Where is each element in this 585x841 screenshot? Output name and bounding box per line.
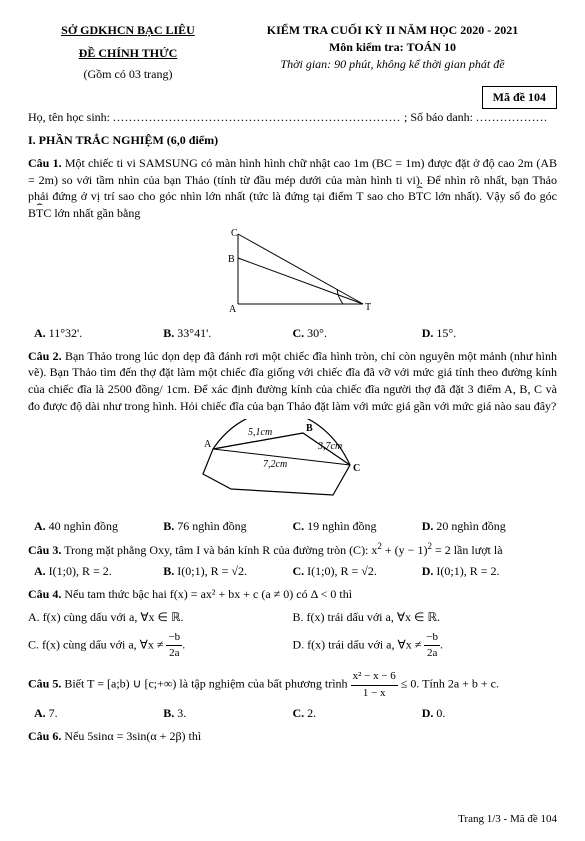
q5-label: Câu 5. [28,677,61,691]
q4-frac-d: −b2a [424,630,440,662]
question-5: Câu 5. Biết T = [a;b) ∪ [c;+∞) là tập ng… [28,669,557,701]
time-label: Thời gian: [280,57,331,71]
q2-text: Bạn Thảo trong lúc dọn dẹp đã đánh rơi m… [28,349,557,413]
q1-label: Câu 1. [28,156,62,170]
q5-opt-b: 3. [177,706,186,720]
pages-note: (Gồm có 03 trang) [28,66,228,83]
subject-line: Môn kiểm tra: TOÁN 10 [228,39,557,56]
q5-text-a: Biết T = [a;b) ∪ [c;+∞) là tập nghiệm củ… [64,677,350,691]
arc-btc-2: BTC [28,205,51,222]
q4-opt-d-pre: f(x) trái dấu với a, ∀x ≠ [307,637,424,651]
q4-opt-b: f(x) trái dấu với a, ∀x ∈ ℝ. [307,610,440,624]
q2-options: A. 40 nghìn đồng B. 76 nghìn đồng C. 19 … [28,518,557,535]
q2-opt-c: 19 nghìn đồng [307,519,376,533]
question-4: Câu 4. Nếu tam thức bậc hai f(x) = ax² +… [28,586,557,603]
q3-text-c: = 2 lần lượt là [435,543,503,557]
name-fill: ........................................… [113,110,401,124]
q3-text-a: Trong mặt phẳng Oxy, tâm I và bán kính R… [64,543,377,557]
q3-label: Câu 3. [28,543,61,557]
exam-code: Mã đề 104 [482,86,557,109]
header-left: SỞ GDKHCN BẠC LIÊU ĐỀ CHÍNH THỨC (Gồm có… [28,22,228,82]
svg-text:T: T [365,302,371,313]
svg-text:C: C [231,228,238,239]
q5-opt-d: 0. [436,706,445,720]
question-1: Câu 1. Một chiếc ti vi SAMSUNG có màn hì… [28,155,557,222]
q1-text-c: lớn nhất gần bằng [54,206,140,220]
q4-frac-c: −b2a [166,630,182,662]
q6-label: Câu 6. [28,729,61,743]
q5-opt-a: 7. [49,706,58,720]
q4-text: Nếu tam thức bậc hai f(x) = ax² + bx + c… [64,587,352,601]
q3-opt-a: I(1;0), R = 2. [49,564,112,578]
q1-text-b: lớn nhất). Vậy số đo góc [435,189,557,203]
svg-text:A: A [229,304,237,315]
q4-opt-a: f(x) cùng dấu với a, ∀x ∈ ℝ. [43,610,184,624]
svg-text:B: B [306,423,313,434]
q2-label: Câu 2. [28,349,62,363]
q1-opt-c: 30°. [307,326,327,340]
id-label: ; Số báo danh: [404,110,473,124]
q4-opt-c-pre: f(x) cùng dấu với a, ∀x ≠ [42,637,166,651]
question-2: Câu 2. Bạn Thảo trong lúc dọn dẹp đã đán… [28,348,557,415]
q3-opt-d: I(0;1), R = 2. [436,564,499,578]
student-info: Họ, tên học sinh: ......................… [28,109,557,126]
q1-opt-d: 15°. [436,326,456,340]
q3-opt-b: I(0;1), R = √2. [177,564,247,578]
time-line: Thời gian: 90 phút, không kể thời gian p… [228,56,557,73]
name-label: Họ, tên học sinh: [28,110,110,124]
exam-title: KIỂM TRA CUỐI KỲ II NĂM HỌC 2020 - 2021 [228,22,557,39]
question-3: Câu 3. Trong mặt phẳng Oxy, tâm I và bán… [28,540,557,559]
q1-figure: C B A T [28,226,557,321]
svg-text:3,7cm: 3,7cm [317,441,342,452]
svg-text:C: C [353,463,360,474]
q5-options: A. 7. B. 3. C. 2. D. 0. [28,705,557,722]
q4-label: Câu 4. [28,587,61,601]
q6-text: Nếu 5sinα = 3sin(α + 2β) thì [64,729,201,743]
q4-options: A. f(x) cùng dấu với a, ∀x ∈ ℝ. B. f(x) … [28,607,557,664]
subject: TOÁN 10 [407,40,456,54]
q2-opt-b: 76 nghìn đồng [177,519,246,533]
id-fill: .................. [476,110,548,124]
header-right: KIỂM TRA CUỐI KỲ II NĂM HỌC 2020 - 2021 … [228,22,557,82]
subject-label: Môn kiểm tra: [329,40,404,54]
svg-text:A: A [204,439,212,450]
header: SỞ GDKHCN BẠC LIÊU ĐỀ CHÍNH THỨC (Gồm có… [28,22,557,82]
department: SỞ GDKHCN BẠC LIÊU [28,22,228,39]
q3-opt-c: I(1;0), R = √2. [307,564,377,578]
q5-frac: x² − x − 61 − x [351,669,398,701]
q1-options: A. 11°32'. B. 33°41'. C. 30°. D. 15°. [28,325,557,342]
question-6: Câu 6. Nếu 5sinα = 3sin(α + 2β) thì [28,728,557,745]
q2-opt-d: 20 nghìn đồng [436,519,505,533]
arc-btc-1: BTC [408,188,431,205]
svg-text:5,1cm: 5,1cm [248,427,272,438]
q2-opt-a: 40 nghìn đồng [49,519,118,533]
time-value: 90 phút, không kể thời gian phát đề [334,57,504,71]
page-footer: Trang 1/3 - Mã đề 104 [458,812,557,827]
q3-options: A. I(1;0), R = 2. B. I(0;1), R = √2. C. … [28,563,557,580]
q5-text-b: ≤ 0. Tính 2a + b + c. [401,677,499,691]
q5-opt-c: 2. [307,706,316,720]
q1-opt-a: 11°32'. [49,326,83,340]
svg-text:B: B [228,254,235,265]
q1-opt-b: 33°41'. [177,326,211,340]
svg-text:7,2cm: 7,2cm [263,459,287,470]
section-1-title: I. PHẦN TRẮC NGHIỆM (6,0 điểm) [28,132,557,149]
exam-type: ĐỀ CHÍNH THỨC [28,45,228,62]
q2-figure: A B C 5,1cm 3,7cm 7,2cm [28,419,557,514]
q3-text-b: + (y − 1) [385,543,428,557]
